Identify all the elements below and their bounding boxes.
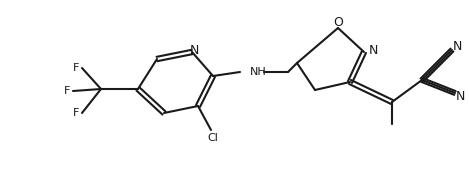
Text: Cl: Cl xyxy=(208,133,219,143)
Text: N: N xyxy=(452,39,461,52)
Text: F: F xyxy=(64,86,70,96)
Text: O: O xyxy=(333,16,343,29)
Text: F: F xyxy=(73,63,79,73)
Text: N: N xyxy=(455,89,465,102)
Text: F: F xyxy=(73,108,79,118)
Text: N: N xyxy=(189,44,199,57)
Text: NH: NH xyxy=(250,67,267,77)
Text: N: N xyxy=(368,44,378,57)
